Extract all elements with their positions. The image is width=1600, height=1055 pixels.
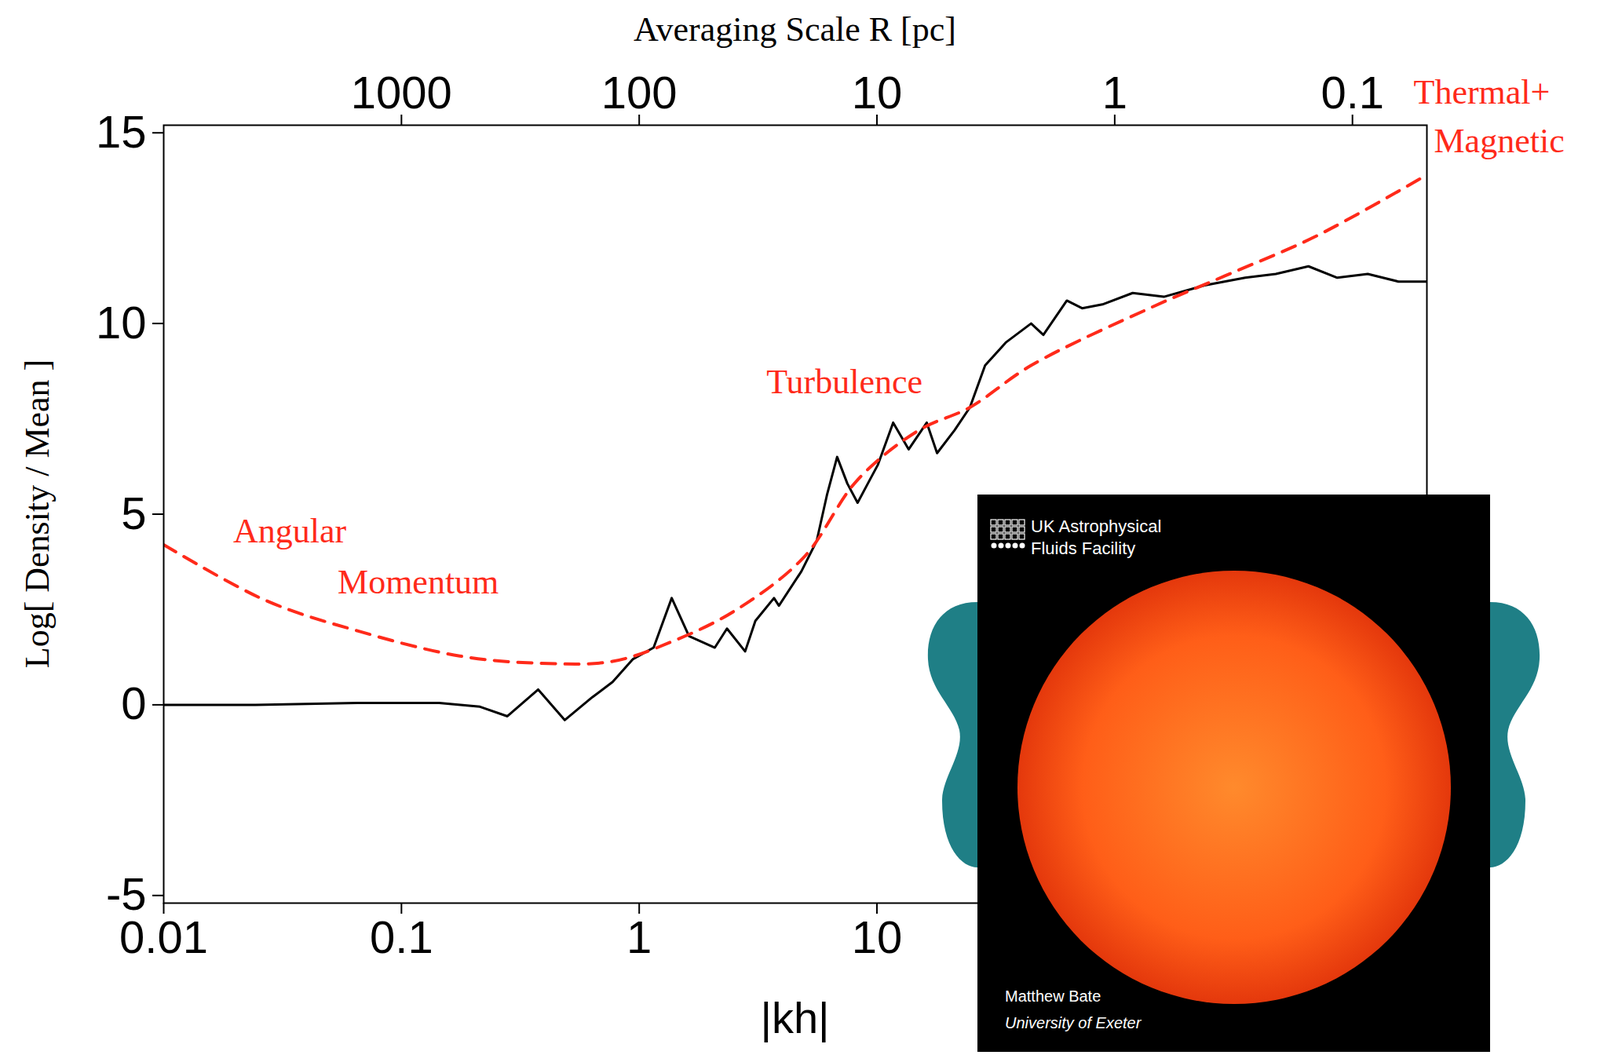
svg-text:|kh|: |kh| xyxy=(759,993,830,1043)
svg-text:10: 10 xyxy=(851,911,903,963)
svg-text:Angular: Angular xyxy=(233,511,348,551)
svg-text:100: 100 xyxy=(601,66,678,118)
svg-text:10: 10 xyxy=(95,296,147,348)
svg-text:Momentum: Momentum xyxy=(337,562,499,602)
svg-text:15: 15 xyxy=(95,105,147,158)
svg-text:0.1: 0.1 xyxy=(369,911,434,963)
svg-text:Log[ Density / Mean ]: Log[ Density / Mean ] xyxy=(18,359,57,669)
svg-text:0: 0 xyxy=(120,677,147,729)
svg-text:-5: -5 xyxy=(105,868,147,920)
svg-text:University of Exeter: University of Exeter xyxy=(1004,1014,1143,1032)
svg-text:Fluids Facility: Fluids Facility xyxy=(1030,538,1136,559)
svg-text:Turbulence: Turbulence xyxy=(766,362,923,402)
svg-text:Averaging Scale R [pc]: Averaging Scale R [pc] xyxy=(633,10,957,49)
svg-text:UK Astrophysical: UK Astrophysical xyxy=(1030,516,1162,537)
svg-text:0.1: 0.1 xyxy=(1320,66,1385,118)
svg-text:5: 5 xyxy=(120,487,147,539)
svg-text:10: 10 xyxy=(851,66,903,118)
svg-text:Magnetic: Magnetic xyxy=(1434,121,1565,161)
svg-text:Thermal+: Thermal+ xyxy=(1413,73,1551,112)
svg-text:Matthew Bate: Matthew Bate xyxy=(1004,987,1101,1005)
svg-text:1: 1 xyxy=(1102,66,1128,118)
svg-text:0.01: 0.01 xyxy=(119,911,208,963)
svg-text:1000: 1000 xyxy=(350,66,453,118)
svg-text:1: 1 xyxy=(626,911,652,963)
